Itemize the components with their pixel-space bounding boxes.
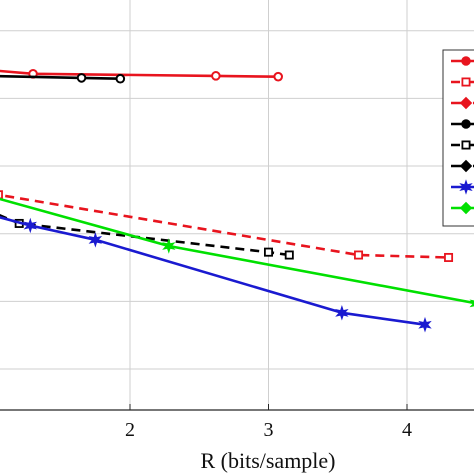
grid [0, 0, 474, 410]
legend-marker [459, 159, 473, 173]
legend-marker [461, 56, 471, 66]
plot-background [0, 0, 474, 410]
series-1 [0, 73, 126, 84]
data-point [418, 316, 432, 333]
legend-entry-7 [451, 201, 474, 215]
data-point [444, 252, 454, 262]
series-5 [0, 215, 432, 333]
legend-marker [459, 96, 473, 110]
series-line [0, 214, 290, 257]
data-point [76, 73, 87, 83]
data-point [23, 217, 37, 234]
x-axis-label: R (bits/sample) [200, 448, 335, 473]
legend-marker [459, 179, 473, 195]
legend-entry-6 [451, 179, 474, 195]
series-layer [0, 69, 474, 333]
legend-entry-2 [451, 96, 474, 110]
data-point [273, 71, 283, 82]
data-point [284, 250, 294, 260]
data-point [162, 238, 176, 254]
series-4 [0, 197, 474, 308]
data-point [469, 299, 474, 308]
legend-marker [461, 77, 471, 87]
legend-entry-1 [451, 77, 474, 87]
data-point [211, 71, 221, 81]
data-point [88, 231, 103, 248]
legend-entry-3 [451, 119, 474, 129]
series-2 [0, 190, 454, 262]
legend-entry-0 [451, 56, 474, 66]
legend-marker [461, 140, 471, 150]
x-tick-label: 3 [264, 419, 274, 441]
legend-marker [459, 201, 473, 215]
legend-marker [461, 119, 471, 129]
data-point [335, 305, 349, 321]
data-point [263, 247, 273, 257]
legend [442, 49, 474, 227]
legend-entry-4 [451, 140, 474, 150]
x-ticks: 2 3 4 [125, 404, 412, 441]
x-tick-label: 2 [125, 419, 135, 441]
data-point [115, 73, 126, 84]
data-point [354, 250, 364, 260]
data-point [0, 190, 3, 200]
x-tick-label: 4 [402, 419, 412, 441]
legend-entry-5 [451, 159, 474, 173]
series-line [0, 69, 279, 78]
legend-box [442, 49, 474, 227]
